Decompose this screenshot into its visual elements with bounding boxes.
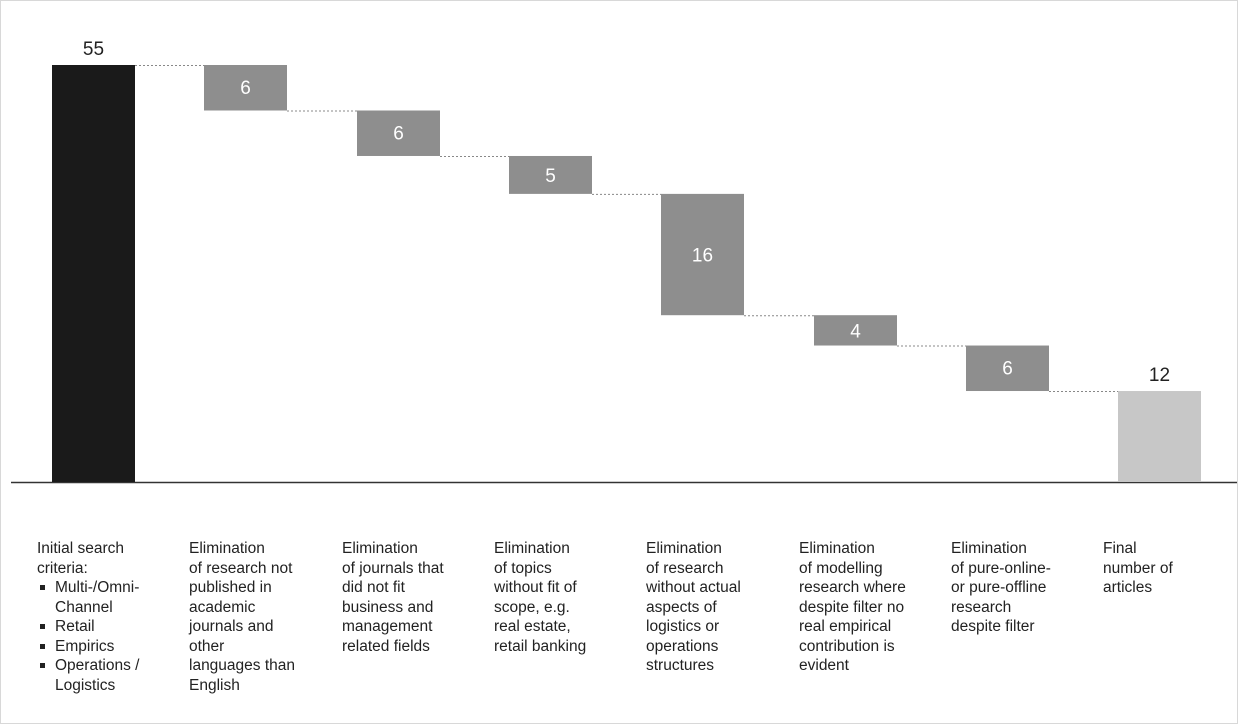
category-label-line: despite filter no	[799, 598, 905, 616]
category-label-1: Elimination of research not published in ac…	[189, 539, 295, 695]
bar-elimination-6	[966, 345, 1049, 392]
category-label-line: of modelling	[799, 559, 883, 577]
criteria-item: Empirics	[37, 637, 139, 657]
category-label-line: or pure-offline	[951, 579, 1047, 596]
bar-elimination-2	[357, 110, 440, 156]
category-label-line: structures	[646, 657, 715, 674]
category-label-line: contribution is	[799, 637, 895, 655]
category-label-line: articles	[1103, 579, 1153, 596]
category-label-line: without fit of	[494, 579, 577, 596]
category-label-line: research	[951, 598, 1012, 616]
category-label-line: management	[342, 618, 433, 635]
criteria-item: Retail	[37, 617, 139, 637]
category-label-line: real empirical	[799, 618, 892, 635]
category-label-line: retail banking	[494, 637, 587, 655]
category-label-line: Initial search	[37, 540, 125, 557]
category-label-line: criteria:	[37, 559, 88, 577]
bar-final	[1118, 391, 1201, 482]
data-label-6: 6	[1002, 359, 1013, 380]
category-label-line: logistics or	[646, 618, 720, 635]
category-label-line: Final	[1103, 540, 1137, 557]
data-label-7: 12	[1149, 365, 1170, 386]
data-label-2: 6	[393, 123, 404, 144]
category-label-line: scope, e.g.	[494, 598, 570, 616]
category-label-line: Elimination	[951, 540, 1027, 557]
bar-elimination-1	[204, 65, 287, 111]
category-label-2: Elimination of journals that did not fit bu…	[342, 539, 444, 656]
category-label-line: Elimination	[799, 540, 875, 557]
category-label-line: academic	[189, 598, 256, 616]
category-label-3: Elimination of topics without fit of scope,…	[494, 539, 586, 656]
category-label-line: business and	[342, 598, 434, 616]
category-label-7: Final number of articles	[1103, 539, 1173, 598]
data-label-4: 16	[692, 246, 713, 267]
category-label-line: published in	[189, 579, 272, 596]
category-label-line: of research not	[189, 559, 293, 577]
category-label-line: number of	[1103, 559, 1173, 577]
category-label-line: research where	[799, 579, 906, 596]
bar-elimination-4	[661, 193, 744, 316]
criteria-list: Multi-/Omni- Channel Retail Empirics Operat…	[37, 578, 139, 695]
category-label-line: evident	[799, 657, 849, 674]
category-label-5: Elimination of modelling research where des…	[799, 539, 906, 676]
category-label-line: operations	[646, 637, 719, 655]
category-label-line: English	[189, 676, 240, 694]
category-label-6: Elimination of pure-online-or pure-offlin…	[951, 539, 1051, 637]
category-label-4: Elimination of research without actual aspe…	[646, 539, 741, 676]
data-label-5: 4	[850, 321, 861, 342]
category-label-line: of topics	[494, 559, 552, 577]
category-label-line: of research	[646, 559, 724, 577]
data-label-0: 55	[83, 39, 104, 60]
criteria-item: Multi-/Omni- Channel	[37, 578, 139, 617]
category-label-line: journals and	[189, 618, 274, 635]
category-label-line: other	[189, 637, 225, 655]
criteria-item: Operations / Logistics	[37, 656, 139, 695]
bar-initial	[52, 65, 135, 482]
data-label-1: 6	[240, 78, 251, 99]
category-label-line: without actual	[646, 579, 741, 596]
category-label-line: Elimination	[342, 540, 418, 557]
category-label-line: Elimination	[646, 540, 722, 557]
category-label-line: aspects of	[646, 598, 717, 616]
category-label-line: related fields	[342, 637, 430, 655]
category-label-line: Elimination	[494, 540, 570, 557]
data-label-3: 5	[545, 166, 556, 187]
category-label-line: real estate,	[494, 618, 571, 635]
bar-elimination-5	[814, 315, 897, 346]
category-label-line: of journals that	[342, 559, 444, 577]
category-label-line: despite filter	[951, 618, 1035, 635]
bar-elimination-3	[509, 155, 592, 194]
category-label-0: Initial search criteria: Multi-/Omni- Chan…	[37, 539, 139, 695]
category-label-line: languages than	[189, 657, 296, 674]
category-label-line: of pure-online-	[951, 559, 1051, 577]
category-label-line: did not fit	[342, 579, 405, 596]
category-label-line: Elimination	[189, 540, 265, 557]
